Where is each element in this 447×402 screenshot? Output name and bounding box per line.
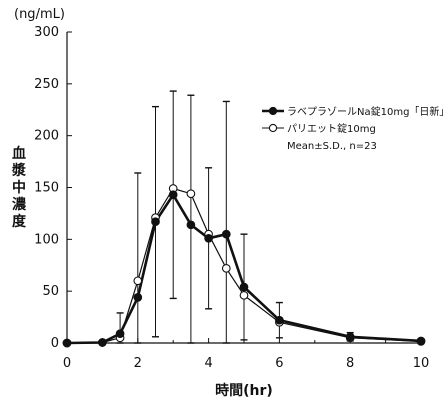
y-tick-label: 250 bbox=[34, 77, 59, 92]
series-point-0 bbox=[345, 332, 355, 342]
legend-marker bbox=[268, 106, 278, 116]
series-layer bbox=[62, 184, 426, 348]
series-point-0 bbox=[275, 315, 284, 325]
series-point-0 bbox=[186, 220, 196, 230]
series-point-0 bbox=[115, 329, 125, 339]
series-point-0 bbox=[98, 338, 107, 347]
y-axis-title-char: 漿 bbox=[11, 162, 27, 179]
y-tick-label: 150 bbox=[34, 181, 59, 196]
series-point-0 bbox=[168, 190, 178, 200]
y-tick-label: 300 bbox=[34, 25, 59, 40]
series-point-0 bbox=[133, 293, 143, 302]
x-tick-label: 10 bbox=[413, 356, 430, 371]
series-point-1 bbox=[221, 264, 231, 273]
x-tick-label: 8 bbox=[346, 356, 354, 371]
series-point-0 bbox=[239, 282, 249, 292]
y-tick-label: 0 bbox=[51, 336, 59, 351]
y-axis-title-char: 度 bbox=[12, 213, 27, 230]
x-axis-title: 時間(hr) bbox=[215, 382, 273, 399]
legend-marker bbox=[268, 123, 278, 133]
series-point-1 bbox=[133, 276, 143, 286]
y-tick-label: 50 bbox=[42, 284, 59, 299]
series-point-1 bbox=[186, 189, 196, 199]
series-point-1 bbox=[239, 290, 249, 300]
x-tick-label: 0 bbox=[63, 356, 71, 371]
y-tick-label: 100 bbox=[34, 232, 59, 247]
x-tick-label: 6 bbox=[275, 356, 283, 371]
ticks-layer: 0 50 100 150 200 250 300 0 2 4 6 8 10 bbox=[34, 25, 429, 371]
series-point-0 bbox=[204, 233, 213, 243]
y-axis-title-char: 中 bbox=[12, 179, 26, 196]
x-tick-label: 2 bbox=[134, 356, 142, 371]
y-axis-title-char: 濃 bbox=[12, 196, 27, 213]
legend-label: ラベプラゾールNa錠10mg「日新」 bbox=[287, 105, 447, 118]
x-tick-label: 4 bbox=[204, 356, 212, 371]
y-unit-label: (ng/mL) bbox=[14, 7, 65, 22]
series-point-0 bbox=[151, 217, 160, 227]
series-point-0 bbox=[221, 229, 231, 239]
y-axis-title-char: 血 bbox=[12, 145, 26, 162]
series-point-0 bbox=[416, 336, 426, 346]
series-point-0 bbox=[62, 338, 72, 348]
y-tick-label: 200 bbox=[34, 129, 59, 144]
legend-label: パリエット錠10mg bbox=[287, 122, 376, 135]
legend: ラベプラゾールNa錠10mg「日新」パリエット錠10mg Mean±S.D., n… bbox=[262, 105, 447, 152]
legend-note: Mean±S.D., n=23 bbox=[287, 141, 377, 152]
